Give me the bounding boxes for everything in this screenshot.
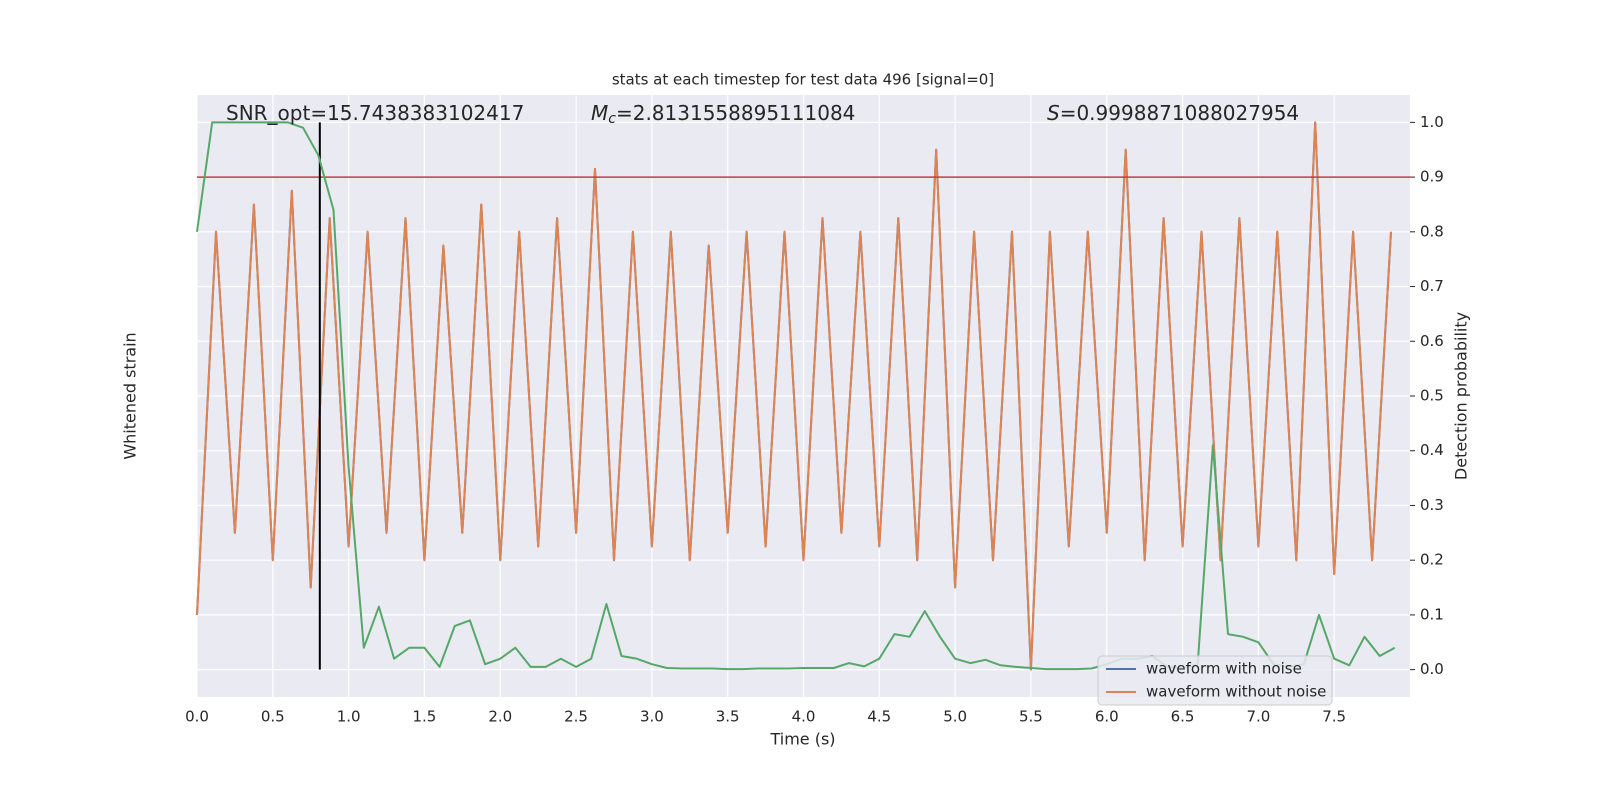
y-tick-label: 0.0 [1420, 660, 1444, 678]
x-tick-label: 6.5 [1171, 708, 1195, 726]
x-tick-label: 2.5 [564, 708, 588, 726]
y-tick-label: 0.2 [1420, 551, 1444, 569]
x-tick-label: 0.0 [185, 708, 209, 726]
annotation: Mc=2.8131558895111084 [591, 101, 855, 128]
x-tick-label: 1.0 [337, 708, 361, 726]
legend-box [1097, 655, 1333, 706]
y-tick-label: 0.3 [1420, 496, 1444, 514]
x-tick-label: 4.0 [792, 708, 816, 726]
x-tick-label: 1.5 [413, 708, 437, 726]
y-tick-label: 0.5 [1420, 387, 1444, 405]
y-tick-label: 0.8 [1420, 222, 1444, 240]
y-axis-label: Detection probability [1452, 312, 1471, 480]
x-tick-label: 3.0 [640, 708, 664, 726]
annotation-text: =0.9998871088027954 [1060, 101, 1299, 125]
chart-title: stats at each timestep for test data 496… [612, 71, 994, 89]
x-tick-label: 2.0 [488, 708, 512, 726]
y-tick-label: 0.9 [1420, 168, 1444, 186]
y-tick-label: 1.0 [1420, 113, 1444, 131]
y-tick-label: 0.1 [1420, 605, 1444, 623]
y-tick-label: 0.6 [1420, 332, 1444, 350]
legend-label: waveform with noise [1146, 660, 1302, 678]
x-tick-label: 7.5 [1322, 708, 1346, 726]
y-tick-label: 0.4 [1420, 441, 1444, 459]
y2-axis-label: Whitened strain [121, 332, 140, 459]
annotation: S=0.9998871088027954 [1047, 101, 1299, 125]
x-tick-label: 4.5 [867, 708, 891, 726]
annotation-text: SNR_opt=15.7438383102417 [226, 101, 524, 125]
annotation-symbol: M [591, 101, 608, 125]
x-tick-label: 0.5 [261, 708, 285, 726]
annotation-text: =2.8131558895111084 [616, 101, 855, 125]
x-tick-label: 7.0 [1246, 708, 1270, 726]
annotation-subscript: c [608, 111, 616, 127]
annotation: SNR_opt=15.7438383102417 [226, 101, 524, 125]
annotation-symbol: S [1047, 101, 1060, 125]
strain-line [196, 121, 1392, 671]
x-tick-label: 5.5 [1019, 708, 1043, 726]
x-tick-label: 3.5 [716, 708, 740, 726]
x-axis-label: Time (s) [769, 730, 835, 749]
legend-label: waveform without noise [1146, 683, 1326, 701]
y-tick-label: 0.7 [1420, 277, 1444, 295]
x-tick-label: 5.0 [943, 708, 967, 726]
x-tick-label: 6.0 [1095, 708, 1119, 726]
